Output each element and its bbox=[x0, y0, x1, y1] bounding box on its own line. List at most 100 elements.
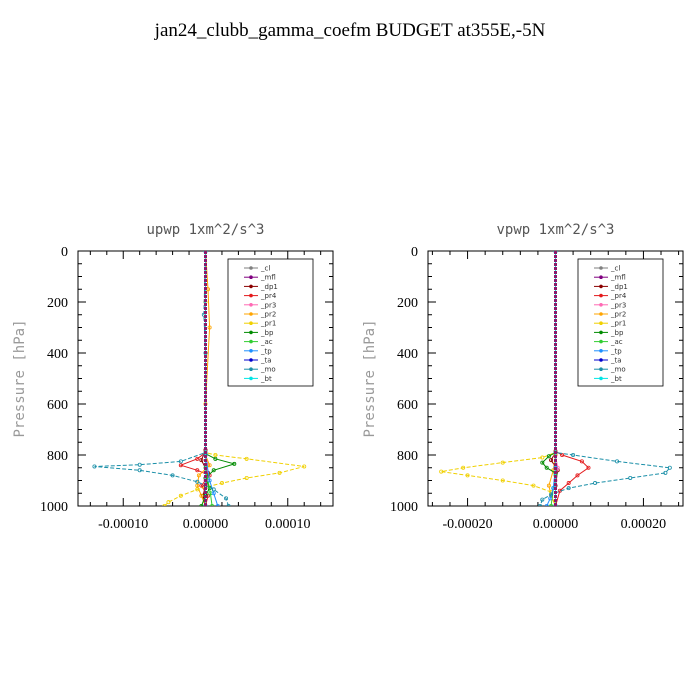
p1-legend-label-pr4: _pr4 bbox=[260, 292, 277, 300]
p1-legend-marker-pr1 bbox=[249, 321, 253, 326]
p2-legend-label-bp: _bp bbox=[610, 329, 624, 337]
p2-legend-box bbox=[577, 258, 664, 387]
p1-legend-marker-cl bbox=[249, 266, 253, 270]
p1-series-line-pr2 bbox=[196, 251, 211, 506]
p2-legend-label-pr2: _pr2 bbox=[610, 311, 626, 319]
p2-y-axis-label: Pressure [hPa] bbox=[362, 319, 378, 437]
p2-legend-marker-ta bbox=[599, 358, 603, 362]
p1-legend-label-cl: _cl bbox=[260, 265, 270, 273]
p1-x-tick-label: -0.00010 bbox=[98, 517, 148, 532]
p1-series-point-bp bbox=[232, 461, 237, 466]
p1-series-point-pr1 bbox=[195, 487, 200, 492]
p2-legend-label-mfl: _mfl bbox=[610, 274, 626, 282]
p2-series-point-mo bbox=[667, 465, 672, 470]
p2-series-point-pr2 bbox=[546, 483, 551, 488]
p1-series-point-mo bbox=[226, 504, 231, 506]
p1-legend-marker-bt bbox=[249, 376, 253, 381]
p2-legend-marker-cl bbox=[599, 266, 603, 270]
p1-x-tick-label: 0.00010 bbox=[265, 517, 311, 532]
p1-legend-label-dp1: _dp1 bbox=[260, 283, 278, 291]
figure-title: jan24_clubb_gamma_coefm BUDGET at355E,-5… bbox=[154, 20, 546, 41]
p2-legend-label-cl: _cl bbox=[610, 265, 620, 273]
p1-legend-label-pr3: _pr3 bbox=[260, 301, 276, 309]
p2-legend-label-ac: _ac bbox=[610, 338, 623, 346]
p2-series-point-mo bbox=[615, 459, 620, 464]
p1-series-point-ac bbox=[210, 504, 215, 506]
p2-legend-marker-pr3 bbox=[599, 303, 603, 307]
p2-y-tick-label: 200 bbox=[397, 296, 418, 311]
p1-legend-marker-pr3 bbox=[249, 303, 253, 307]
p2-legend-marker-pr4 bbox=[599, 293, 603, 298]
p2-series-point-mo bbox=[628, 475, 633, 480]
p2-legend-marker-mo bbox=[599, 367, 603, 372]
p1-series-point-pr1 bbox=[302, 464, 307, 469]
p2-y-tick-label: 800 bbox=[397, 449, 418, 464]
p1-series-point-pr1 bbox=[213, 452, 218, 457]
p1-legend-label-bp: _bp bbox=[260, 329, 274, 337]
p2-legend-marker-mfl bbox=[599, 275, 603, 280]
p1-legend-label-bt: _bt bbox=[260, 375, 272, 383]
p1-series-point-mo bbox=[137, 468, 142, 473]
p1-series-point-mo bbox=[170, 473, 175, 478]
p2-legend-label-pr1: _pr1 bbox=[610, 320, 626, 328]
p1-series-point-pr1 bbox=[178, 493, 183, 498]
p2-legend-label-pr3: _pr3 bbox=[610, 301, 626, 309]
p1-legend-marker-pr2 bbox=[249, 312, 253, 316]
p1-series-point-pr4 bbox=[195, 468, 200, 473]
p1-y-tick-label: 1000 bbox=[40, 500, 68, 515]
p1-y-tick-label: 800 bbox=[47, 449, 68, 464]
p1-series-point-pr2 bbox=[207, 463, 212, 468]
p1-series-point-tp bbox=[211, 491, 216, 496]
p2-legend-marker-dp1 bbox=[599, 284, 603, 289]
p1-legend-marker-pr4 bbox=[249, 293, 253, 298]
p1-legend-label-ta: _ta bbox=[260, 357, 272, 365]
p1-series-point-pr2 bbox=[196, 473, 201, 478]
p1-series-point-mo bbox=[195, 479, 200, 484]
p1-legend-marker-bp bbox=[249, 330, 253, 335]
p2-series-point-mo bbox=[538, 504, 543, 506]
p2-series-point-pr4 bbox=[575, 473, 580, 478]
p2-y-tick-label: 0 bbox=[411, 245, 418, 260]
p2-legend-label-mo: _mo bbox=[610, 366, 626, 374]
p2-series-point-tp bbox=[544, 504, 549, 506]
p2-series-point-pr4 bbox=[566, 481, 571, 486]
p2-series-point-ac bbox=[549, 504, 554, 506]
p1-legend-marker-dp1 bbox=[249, 284, 253, 289]
p2-legend-marker-pr1 bbox=[599, 321, 603, 326]
p2-series-point-pr1 bbox=[500, 478, 505, 483]
p2-series-point-dp1 bbox=[549, 458, 554, 463]
p1-legend-label-pr1: _pr1 bbox=[260, 320, 276, 328]
p2-panel: vpwp 1xm^2/s^3 Pressure [hPa] 0 200 400 600 80… bbox=[362, 222, 684, 532]
p2-legend-marker-bp bbox=[599, 330, 603, 335]
p1-x-tick-label: 0.00000 bbox=[183, 517, 229, 532]
p1-y-tick-label: 0 bbox=[61, 245, 68, 260]
p1-series-point-pr1 bbox=[162, 504, 167, 506]
p1-y-tick-label: 400 bbox=[47, 347, 68, 362]
p2-legend-marker-pr2 bbox=[599, 312, 603, 316]
p1-series-point-bp bbox=[199, 504, 204, 506]
p2-series-point-mo bbox=[540, 497, 545, 502]
p1-series-point-pr2 bbox=[207, 325, 212, 330]
p2-series-point-pr4 bbox=[579, 459, 584, 464]
p2-legend-marker-ac bbox=[599, 339, 603, 344]
p2-series-point-tp bbox=[548, 496, 553, 501]
p1-series-point-pr1 bbox=[277, 470, 282, 475]
p1-series-point-mo bbox=[137, 462, 142, 467]
p1-series-point-mo bbox=[178, 459, 183, 464]
p2-y-tick-label: 400 bbox=[397, 347, 418, 362]
p2-series-point-pr1 bbox=[465, 473, 470, 478]
p2-legend-label-tp: _tp bbox=[610, 347, 622, 355]
p2-legend-label-ta: _ta bbox=[610, 357, 622, 365]
p1-legend: _cl_mfl_dp1_pr4_pr3_pr2_pr1_bp_ac_tp_ta_… bbox=[227, 258, 314, 387]
p1-legend-marker-mo bbox=[249, 367, 253, 372]
p2-series-line-pr4 bbox=[555, 251, 590, 506]
p1-series-point-tp bbox=[215, 504, 220, 506]
p1-series-point-pr4 bbox=[195, 456, 200, 461]
p2-legend: _cl_mfl_dp1_pr4_pr3_pr2_pr1_bp_ac_tp_ta_… bbox=[577, 258, 664, 387]
p1-series-point-dp1 bbox=[199, 458, 204, 463]
p1-legend-label-ac: _ac bbox=[260, 338, 273, 346]
p2-series-point-mo bbox=[571, 452, 576, 457]
p1-series-point-pr1 bbox=[244, 456, 249, 461]
p1-legend-label-mfl: _mfl bbox=[260, 274, 276, 282]
